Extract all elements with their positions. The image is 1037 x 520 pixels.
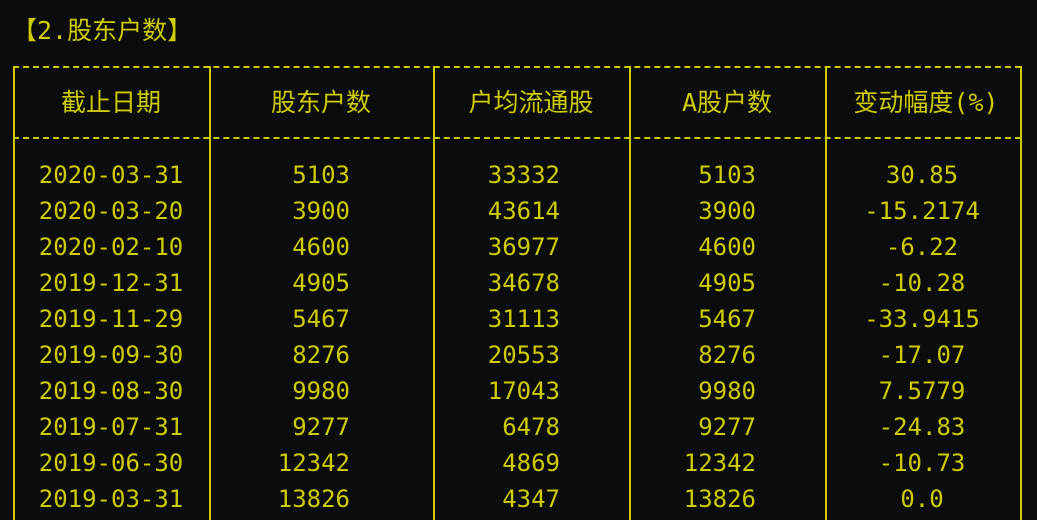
table-cell: 7.5779: [878, 377, 966, 405]
column-header[interactable]: 股东户数: [270, 88, 371, 117]
header-separator: [13, 137, 1021, 139]
table-cell: 13826: [277, 485, 350, 513]
table-cell: -10.28: [878, 269, 966, 297]
table-cell: 2019-07-31: [38, 413, 184, 441]
column-header[interactable]: 变动幅度(%): [853, 88, 999, 117]
table-cell: 31113: [487, 305, 560, 333]
table-cell: 4905: [292, 269, 350, 297]
table-cell: 34678: [487, 269, 560, 297]
table-cell: 3900: [292, 197, 350, 225]
table-cell: 17043: [487, 377, 560, 405]
table-cell: 30.85: [885, 161, 959, 189]
table-cell: 2020-02-10: [38, 233, 184, 261]
table-cell: 2019-03-31: [38, 485, 184, 513]
table-cell: 43614: [487, 197, 560, 225]
column-divider: [209, 66, 211, 520]
table-cell: 5103: [698, 161, 756, 189]
table-cell: -10.73: [878, 449, 966, 477]
table-cell: 12342: [277, 449, 350, 477]
column-header[interactable]: 户均流通股: [468, 88, 594, 117]
table-cell: 2019-09-30: [38, 341, 184, 369]
table-top-border: [13, 66, 1021, 68]
table-cell: 2019-11-29: [38, 305, 184, 333]
table-cell: 2019-06-30: [38, 449, 184, 477]
table-cell: 2019-12-31: [38, 269, 184, 297]
table-cell: 3900: [698, 197, 756, 225]
column-divider: [629, 66, 631, 520]
table-cell: 4600: [292, 233, 350, 261]
column-divider: [13, 66, 15, 520]
table-cell: 9277: [292, 413, 350, 441]
table-cell: 13826: [683, 485, 756, 513]
table-cell: 4600: [698, 233, 756, 261]
table-cell: 5467: [292, 305, 350, 333]
table-cell: 9980: [292, 377, 350, 405]
table-cell: 20553: [487, 341, 560, 369]
table-cell: 8276: [698, 341, 756, 369]
column-divider: [1020, 66, 1022, 520]
column-header[interactable]: 截止日期: [60, 88, 161, 117]
table-cell: -15.2174: [864, 197, 980, 225]
table-cell: 4905: [698, 269, 756, 297]
table-cell: -6.22: [885, 233, 959, 261]
column-header[interactable]: A股户数: [681, 88, 773, 117]
column-divider: [433, 66, 435, 520]
section-title: 【2.股东户数】: [12, 16, 193, 45]
table-cell: 2020-03-31: [38, 161, 184, 189]
table-cell: 4347: [502, 485, 560, 513]
table-cell: 4869: [502, 449, 560, 477]
table-cell: 2020-03-20: [38, 197, 184, 225]
table-cell: -24.83: [878, 413, 966, 441]
table-cell: 9277: [698, 413, 756, 441]
table-cell: 36977: [487, 233, 560, 261]
column-divider: [825, 66, 827, 520]
table-cell: 8276: [292, 341, 350, 369]
table-cell: 6478: [502, 413, 560, 441]
table-cell: 9980: [698, 377, 756, 405]
table-cell: 0.0: [900, 485, 944, 513]
table-cell: -17.07: [878, 341, 966, 369]
table-cell: -33.9415: [864, 305, 980, 333]
table-cell: 2019-08-30: [38, 377, 184, 405]
table-cell: 5103: [292, 161, 350, 189]
table-cell: 33332: [487, 161, 560, 189]
table-cell: 5467: [698, 305, 756, 333]
table-cell: 12342: [683, 449, 756, 477]
